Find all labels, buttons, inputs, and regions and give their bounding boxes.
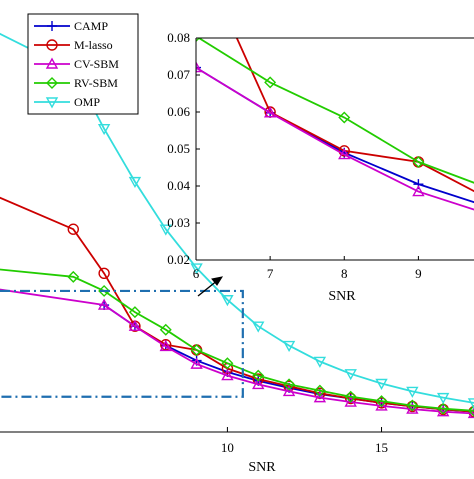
main-series-3-point-10	[344, 390, 357, 403]
main-series-4-point-7	[252, 321, 265, 333]
main-x-tick-label-1: 15	[375, 440, 388, 455]
main-series-3-point-7	[252, 369, 265, 382]
main-series-1-point-11	[375, 397, 388, 409]
main-series-1-point-1	[67, 223, 79, 235]
main-series-3-point-1	[67, 270, 80, 283]
inset-y-tick-label-1: 0.03	[167, 215, 190, 230]
main-series-1-point-10	[345, 392, 357, 405]
inset-plot-area	[196, 38, 474, 211]
inset-y-tick-label-6: 0.08	[167, 30, 190, 45]
inset-y-tick-label-3: 0.05	[167, 141, 190, 156]
inset-series-2-point-0	[196, 61, 203, 73]
inset-y-tick-label-5: 0.07	[167, 67, 190, 82]
main-series-4-point-13	[436, 392, 450, 405]
main-series-3-point-13	[437, 402, 450, 415]
main-series-4-point-14	[467, 398, 474, 410]
inset-x-tick-label-0: 6	[193, 266, 200, 281]
main-series-line-3	[0, 268, 474, 412]
legend-label-4: OMP	[74, 95, 100, 109]
legend-marker-1	[46, 39, 58, 51]
main-series-1-point-4	[160, 339, 172, 351]
inset-x-tick-label-1: 7	[267, 266, 274, 281]
main-series-2-point-5	[221, 369, 234, 381]
inset-series-2-point-1	[263, 106, 277, 118]
main-series-line-2	[0, 288, 474, 415]
main-series-3-point-12	[406, 399, 419, 412]
main-series-2-point-3	[159, 340, 172, 352]
inset-series-3-point-3	[412, 155, 425, 168]
main-series-4-point-5	[190, 263, 203, 275]
main-series-4-point-3	[128, 176, 142, 189]
inset-series-line-2	[196, 66, 474, 211]
main-series-3-point-14	[468, 404, 474, 417]
main-series-2-point-4	[190, 357, 203, 369]
inset-x-label: SNR	[328, 289, 356, 304]
main-x-label: SNR	[248, 460, 276, 474]
inset-series-2-point-3	[412, 185, 425, 197]
legend: CAMP M-lasso CV-SBM RV-SBM OMP	[27, 13, 139, 115]
legend-marker-3	[46, 77, 58, 89]
main-plot-area	[0, 32, 474, 419]
main-series-4-point-12	[406, 386, 419, 398]
inset-series-2-point-2	[338, 148, 351, 160]
legend-label-1: M-lasso	[74, 38, 113, 52]
main-series-3-point-11	[375, 395, 388, 408]
main-series-2-point-2	[128, 319, 142, 331]
legend-label-0: CAMP	[74, 19, 108, 33]
legend-marker-4	[45, 97, 59, 109]
inset-series-line-3	[197, 38, 474, 184]
zoom-arrow-head	[211, 276, 224, 286]
main-series-2-point-9	[344, 395, 357, 407]
main-series-2-point-7	[282, 385, 296, 397]
legend-label-2: CV-SBM	[74, 57, 119, 71]
main-series-4-point-6	[221, 295, 234, 307]
main-series-line-4	[0, 32, 474, 404]
main-series-4-point-9	[313, 356, 327, 368]
main-series-3-point-9	[313, 384, 326, 397]
main-series-2-point-10	[375, 399, 388, 411]
main-series-1-point-2	[98, 267, 110, 280]
main-series-4-point-2	[97, 124, 111, 136]
main-series-3-point-3	[128, 306, 141, 319]
inset-x-tick-label-2: 8	[341, 266, 348, 281]
inset-x-tick-label-3: 9	[415, 266, 422, 281]
legend-label-3: RV-SBM	[74, 76, 118, 90]
main-series-3-point-5	[190, 344, 203, 356]
inset-y-tick-label-4: 0.06	[167, 104, 190, 119]
main-series-3-point-4	[159, 323, 172, 336]
inset-y-tick-label-0: 0.02	[167, 252, 190, 267]
main-series-4-point-8	[282, 340, 296, 353]
legend-marker-0	[47, 21, 57, 31]
main-series-3-point-6	[221, 357, 234, 370]
inset-y-tick-label-2: 0.04	[167, 178, 190, 193]
main-series-4-point-11	[375, 378, 388, 390]
main-series-4-point-4	[159, 224, 172, 236]
zoom-box	[0, 289, 244, 398]
inset-series-3-point-1	[264, 76, 277, 89]
main-series-4-point-10	[344, 369, 357, 381]
main-series-3-point-2	[98, 284, 111, 297]
main-series-2-point-6	[252, 377, 265, 390]
legend-marker-2	[45, 57, 59, 69]
main-series-3-point-8	[283, 378, 296, 391]
main-x-tick-label-0: 10	[221, 440, 234, 455]
main-series-2-point-1	[97, 298, 111, 310]
inset-series-3-point-2	[338, 111, 351, 124]
main-series-2-point-8	[313, 391, 327, 403]
